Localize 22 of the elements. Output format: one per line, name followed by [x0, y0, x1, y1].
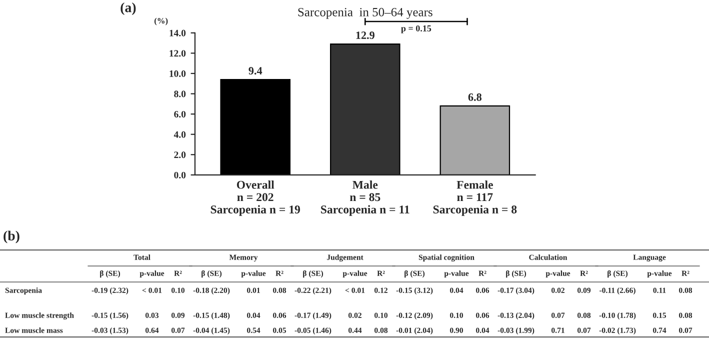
- y-tick-label: 10.0: [170, 70, 186, 77]
- data-label: 12.9: [356, 32, 374, 40]
- chart-title: Sarcopenia in 50–64 years: [298, 8, 432, 19]
- bar: [220, 79, 290, 175]
- x-tick-label: Male n = 85 Sarcopenia n = 11: [321, 180, 410, 216]
- y-tick-label: 2.0: [174, 152, 186, 158]
- data-label: 9.4: [248, 67, 262, 75]
- y-tick-label: 6.0: [174, 110, 186, 118]
- annotation: p = 0.15: [401, 25, 432, 34]
- text: (b): [4, 230, 20, 244]
- y-tick-label: 4.0: [174, 131, 186, 138]
- x-tick-label: Overall n = 202 Sarcopenia n = 19: [210, 180, 300, 216]
- y-tick-label: 8.0: [174, 90, 186, 98]
- bar: [440, 105, 510, 175]
- text: (a): [120, 2, 136, 16]
- y-tick-label: 12.0: [170, 50, 186, 57]
- bar: [330, 43, 400, 175]
- y-axis-title: (%): [154, 18, 168, 26]
- x-tick-label: Female n = 117 Sarcopenia n = 8: [433, 180, 517, 216]
- y-tick-label: 14.0: [170, 30, 186, 36]
- data-label: 6.8: [468, 93, 482, 101]
- y-tick-label: 0.0: [174, 172, 186, 178]
